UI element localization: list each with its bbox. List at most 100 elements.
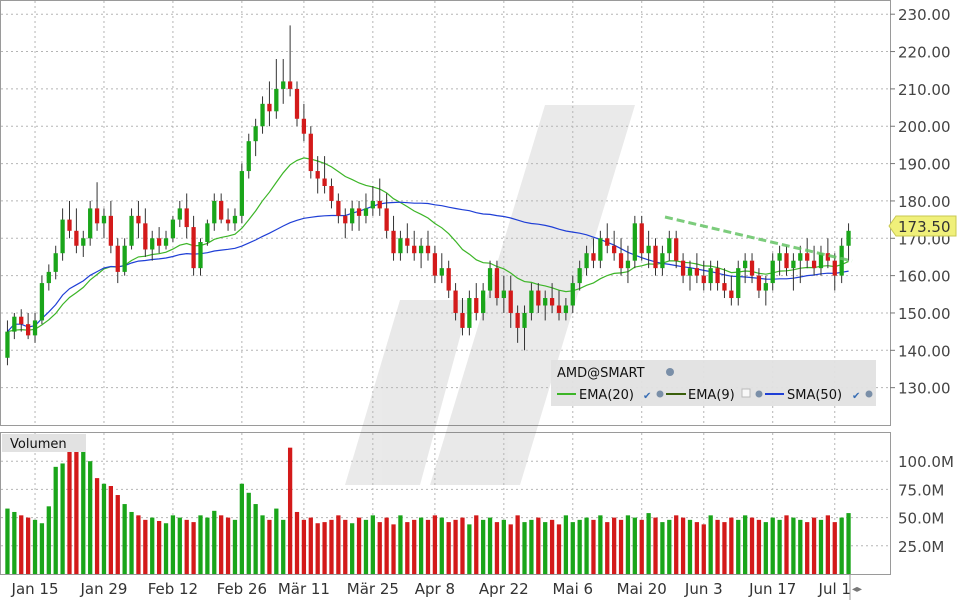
volume-bar[interactable] [467, 524, 472, 574]
volume-bar[interactable] [370, 515, 375, 574]
volume-bar[interactable] [322, 522, 327, 574]
candle[interactable] [660, 245, 665, 276]
volume-bar[interactable] [67, 444, 72, 574]
candle[interactable] [439, 253, 444, 284]
candle[interactable] [191, 215, 196, 276]
volume-bar[interactable] [570, 522, 575, 574]
candle[interactable] [646, 230, 651, 269]
candle[interactable] [398, 230, 403, 261]
candle[interactable] [108, 200, 113, 254]
volume-bar[interactable] [798, 519, 803, 574]
candle[interactable] [81, 230, 86, 257]
volume-bar[interactable] [818, 519, 824, 574]
symbol-settings-icon[interactable] [666, 368, 674, 376]
candle[interactable] [163, 230, 169, 250]
candle[interactable] [287, 25, 293, 97]
candle[interactable] [356, 200, 362, 231]
volume-bar[interactable] [805, 522, 810, 574]
volume-bar[interactable] [577, 519, 582, 574]
volume-bar[interactable] [308, 517, 313, 574]
candle[interactable] [363, 193, 369, 224]
volume-bar[interactable] [825, 515, 831, 574]
volume-bar[interactable] [481, 519, 486, 574]
candle[interactable] [818, 245, 824, 276]
volume-bar[interactable] [680, 517, 686, 574]
candle[interactable] [811, 245, 817, 276]
candle[interactable] [846, 223, 851, 261]
candle[interactable] [598, 230, 603, 269]
candle[interactable] [294, 81, 300, 127]
volume-bar[interactable] [287, 447, 293, 574]
volume-bar[interactable] [460, 517, 465, 574]
candle[interactable] [232, 208, 238, 231]
candle[interactable] [322, 156, 327, 194]
candle[interactable] [584, 245, 589, 276]
volume-bar[interactable] [239, 483, 244, 574]
candle[interactable] [129, 208, 134, 250]
volume-bar[interactable] [219, 515, 224, 574]
candle[interactable] [25, 312, 31, 340]
candle[interactable] [494, 260, 500, 306]
candle[interactable] [239, 163, 244, 224]
candle[interactable] [625, 245, 631, 284]
volume-bar[interactable] [115, 495, 120, 574]
volume-bar[interactable] [501, 519, 506, 574]
volume-bar[interactable] [329, 519, 334, 574]
candle[interactable] [839, 238, 844, 284]
volume-bar[interactable] [184, 519, 189, 574]
candle[interactable] [391, 215, 396, 261]
volume-bar[interactable] [46, 506, 51, 574]
candle[interactable] [343, 208, 348, 239]
volume-bar[interactable] [494, 522, 500, 574]
candle[interactable] [756, 268, 762, 299]
trendline[interactable] [664, 215, 853, 263]
candle[interactable] [680, 253, 686, 284]
volume-bar[interactable] [625, 515, 631, 574]
volume-bar[interactable] [377, 522, 382, 574]
candle[interactable] [308, 126, 313, 179]
volume-bar[interactable] [108, 486, 113, 574]
candle[interactable] [736, 260, 741, 306]
candle[interactable] [253, 118, 258, 157]
candle[interactable] [39, 275, 45, 325]
candle[interactable] [805, 238, 810, 269]
candle[interactable] [591, 238, 596, 269]
volume-bar[interactable] [536, 517, 541, 574]
candle[interactable] [170, 215, 176, 243]
candle[interactable] [74, 208, 79, 254]
candle[interactable] [453, 283, 458, 321]
volume-bar[interactable] [453, 519, 458, 574]
candle[interactable] [729, 275, 734, 306]
candle[interactable] [798, 245, 803, 284]
candle[interactable] [543, 290, 548, 321]
volume-bar[interactable] [605, 522, 610, 574]
candle[interactable] [301, 103, 307, 142]
volume-bar[interactable] [722, 522, 727, 574]
volume-bar[interactable] [425, 519, 431, 574]
volume-bar[interactable] [122, 504, 127, 574]
candle[interactable] [653, 238, 658, 276]
volume-bar[interactable] [281, 519, 286, 574]
volume-bar[interactable] [832, 522, 837, 574]
volume-bar[interactable] [350, 523, 355, 574]
volume-bar[interactable] [598, 515, 603, 574]
volume-bar[interactable] [543, 522, 548, 574]
candle[interactable] [67, 200, 72, 239]
candle[interactable] [143, 208, 148, 257]
volume-bar[interactable] [363, 519, 369, 574]
candle[interactable] [32, 312, 38, 343]
candle[interactable] [260, 96, 265, 134]
volume-bar[interactable] [687, 519, 693, 574]
candle[interactable] [205, 219, 210, 246]
candle[interactable] [88, 200, 93, 246]
legend-ema9-settings-icon[interactable] [755, 390, 763, 398]
sma50-line[interactable] [6, 201, 849, 333]
volume-bar[interactable] [660, 522, 665, 574]
volume-bar[interactable] [53, 466, 58, 574]
candle[interactable] [432, 245, 438, 284]
volume-bar[interactable] [315, 523, 320, 574]
volume-bar[interactable] [618, 519, 624, 574]
candle[interactable] [618, 238, 624, 276]
candle[interactable] [474, 283, 479, 321]
candle[interactable] [529, 283, 534, 321]
